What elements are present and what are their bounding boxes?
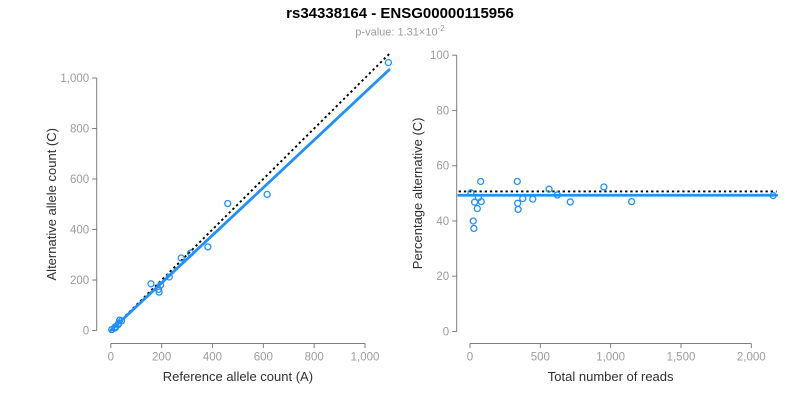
- y-tick-label: 0: [83, 326, 89, 338]
- data-point: [224, 199, 232, 208]
- x-axis-title: Reference allele count (A): [163, 369, 313, 384]
- data-point: [566, 198, 574, 206]
- data-point: [186, 249, 195, 257]
- y-tick-label: 800: [70, 124, 89, 136]
- y-tick-label: 40: [436, 216, 449, 228]
- x-tick-label: 0: [108, 352, 114, 364]
- y-axis-title: Percentage alternative (C): [410, 117, 425, 269]
- data-point: [519, 194, 527, 203]
- data-point: [477, 177, 485, 186]
- fitted-regression-line: [109, 68, 391, 332]
- x-axis-title: Total number of reads: [548, 369, 674, 384]
- data-point: [469, 217, 477, 225]
- data-point: [470, 198, 479, 206]
- x-tick-label: 800: [305, 352, 324, 364]
- data-point: [165, 273, 173, 281]
- y-tick-label: 600: [70, 174, 89, 186]
- x-tick-label: 200: [152, 352, 171, 364]
- data-point: [155, 288, 163, 296]
- data-point: [514, 199, 522, 207]
- p-value-prefix: p-value:: [355, 26, 398, 39]
- figure-title: rs34338164 - ENSG00000115956: [286, 5, 514, 22]
- data-point: [477, 197, 485, 206]
- p-value-mantissa: 1.31×10: [397, 26, 438, 39]
- data-point: [627, 197, 636, 206]
- data-point: [147, 280, 155, 288]
- data-point: [263, 190, 271, 199]
- data-point: [553, 191, 561, 199]
- data-point: [204, 243, 212, 251]
- data-point: [156, 281, 165, 289]
- y-tick-label: 20: [436, 271, 449, 283]
- data-point: [154, 285, 163, 293]
- y-tick-label: 1,000: [60, 73, 89, 85]
- data-point: [177, 254, 185, 262]
- data-point: [514, 205, 522, 214]
- x-tick-label: 1,500: [667, 352, 696, 364]
- y-tick-label: 0: [443, 327, 449, 339]
- x-tick-label: 500: [531, 352, 550, 364]
- data-point: [470, 224, 478, 233]
- p-value-exponent: -2: [437, 24, 445, 33]
- data-point: [600, 183, 608, 191]
- data-point: [384, 58, 393, 67]
- data-point: [467, 189, 475, 197]
- scatter-panel-right: 0 20 40 60 80 100 0 500 1,000 1,500 2,000 Total num…: [410, 50, 779, 384]
- data-point: [473, 204, 481, 213]
- x-tick-label: 1,000: [351, 352, 380, 364]
- x-tick-label: 0: [467, 352, 473, 364]
- data-point: [513, 177, 521, 186]
- y-tick-label: 80: [436, 105, 449, 117]
- y-tick-label: 200: [70, 275, 89, 287]
- data-point: [545, 185, 553, 193]
- data-point: [529, 195, 537, 203]
- x-tick-label: 1,000: [596, 352, 625, 364]
- x-tick-label: 400: [203, 352, 222, 364]
- y-tick-label: 400: [70, 225, 89, 237]
- scatter-panel-left: 0 200 400 600 800 1,000 0 200 400 600 800 1,000 Refe…: [44, 53, 393, 384]
- x-tick-label: 2,000: [737, 352, 766, 364]
- expected-identity-line: [110, 53, 390, 332]
- data-point: [117, 317, 126, 325]
- y-tick-label: 60: [436, 161, 449, 173]
- data-point: [769, 191, 777, 200]
- y-axis-title: Alternative allele count (C): [44, 128, 59, 280]
- figure-subtitle: p-value: 1.31×10-2: [0, 24, 800, 39]
- x-tick-label: 600: [254, 352, 273, 364]
- y-tick-label: 100: [430, 50, 449, 62]
